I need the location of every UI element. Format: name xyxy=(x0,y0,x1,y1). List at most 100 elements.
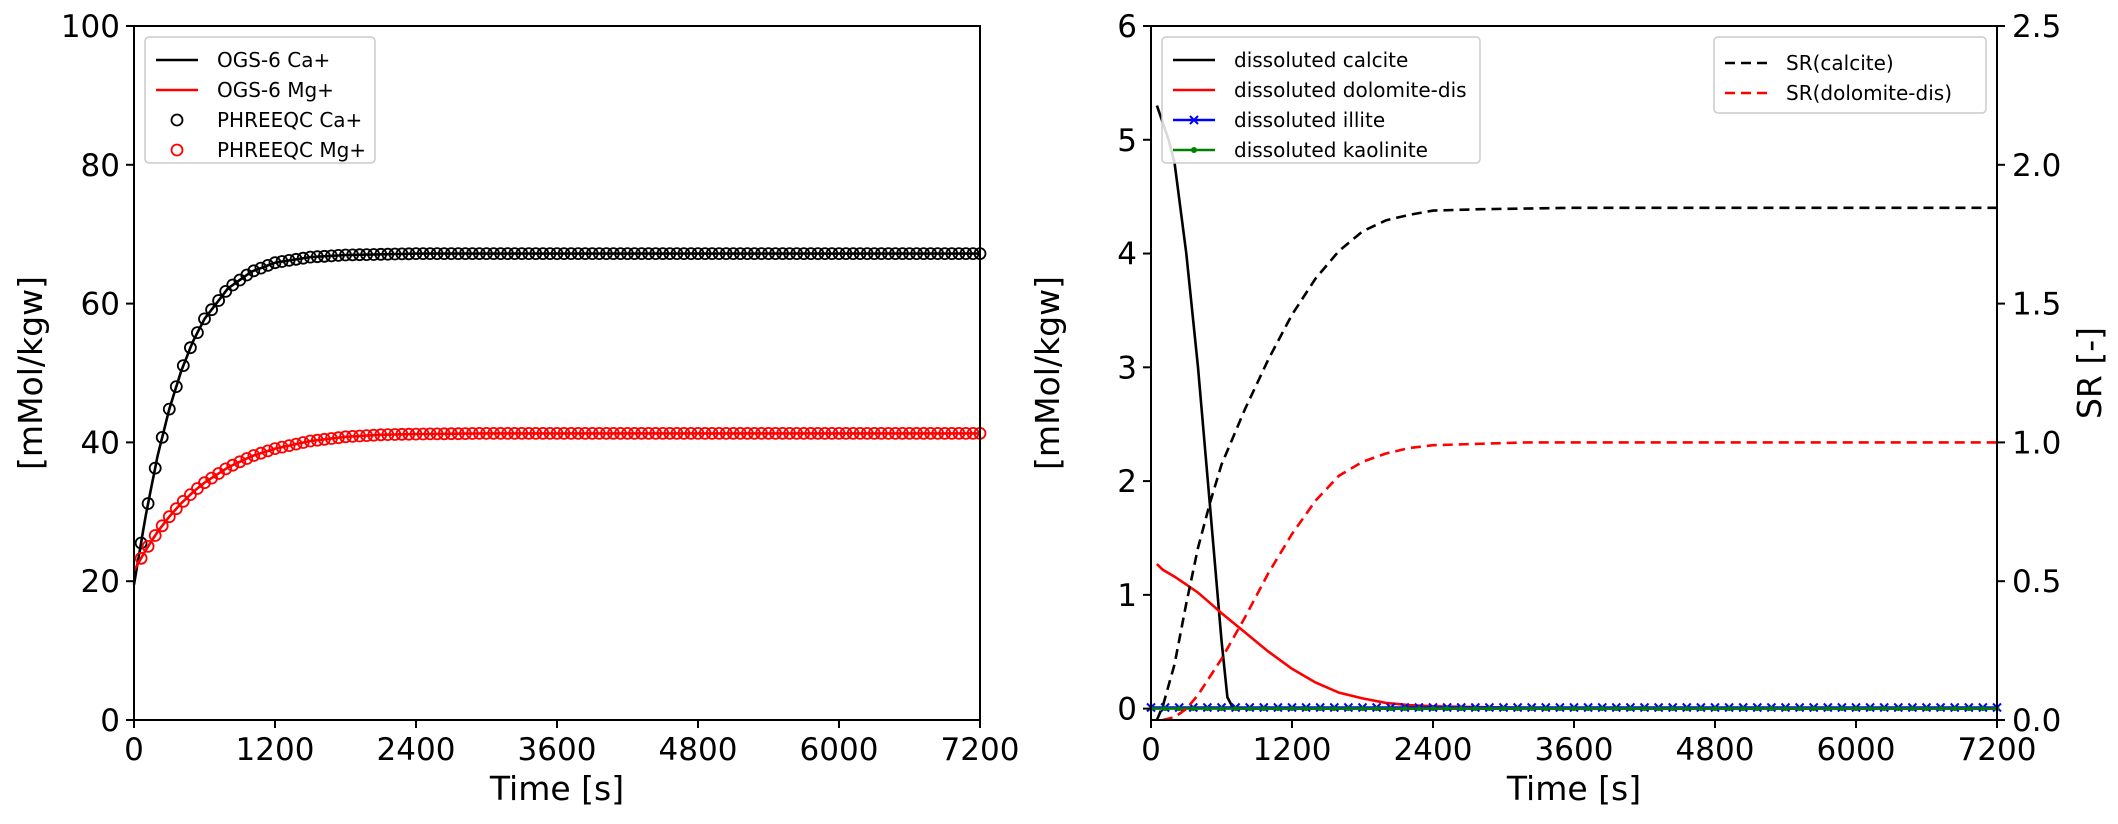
series-marker-3 xyxy=(324,432,338,445)
series-marker-3 xyxy=(557,426,571,440)
legend-label-2: dissoluted illite xyxy=(1234,108,1385,132)
series-marker-3 xyxy=(867,426,881,440)
series-marker-2 xyxy=(289,252,303,266)
x-tick-label: 0 xyxy=(1141,732,1161,768)
y-tick-label: 0 xyxy=(100,703,120,739)
series-marker-3 xyxy=(642,426,655,440)
series-marker-2 xyxy=(705,247,719,261)
series-marker-3 xyxy=(1374,706,1380,712)
series-marker-3 xyxy=(1275,706,1281,712)
x-tick-label: 1200 xyxy=(236,732,315,768)
series-marker-2 xyxy=(959,247,973,261)
series-marker-3 xyxy=(1980,706,1986,712)
series-marker-3 xyxy=(748,426,761,440)
y-tick-label: 4 xyxy=(1117,237,1137,273)
series-marker-3 xyxy=(578,426,592,440)
series-marker-3 xyxy=(769,426,782,440)
series-marker-3 xyxy=(1797,706,1803,712)
series-marker-3 xyxy=(1345,706,1351,712)
series-marker-3 xyxy=(903,426,916,440)
series-marker-2 xyxy=(797,247,811,261)
series-marker-2 xyxy=(677,247,691,261)
series-marker-2 xyxy=(846,247,860,261)
series-marker-2 xyxy=(480,247,493,261)
legend-label-1: dissoluted dolomite-dis xyxy=(1234,78,1467,102)
series-marker-3 xyxy=(1754,706,1760,712)
series-marker-2 xyxy=(444,247,458,261)
y-axis-label: [mMol/kgw] xyxy=(1028,276,1067,470)
series-marker-2 xyxy=(818,247,832,261)
series-marker-3 xyxy=(1783,706,1788,712)
series-marker-2 xyxy=(465,247,479,261)
series-marker-3 xyxy=(261,444,275,458)
series-marker-3 xyxy=(472,426,486,440)
series-marker-3 xyxy=(783,426,796,440)
x-tick-label: 3600 xyxy=(1535,732,1614,768)
series-marker-3 xyxy=(755,426,768,440)
series-marker-2 xyxy=(275,255,289,268)
legend-right-label-1: SR(dolomite-dis) xyxy=(1786,81,1952,105)
series-marker-2 xyxy=(938,247,952,261)
series-marker-3 xyxy=(691,426,705,440)
series-marker-3 xyxy=(1726,706,1732,712)
series-marker-2 xyxy=(769,247,782,261)
series-marker-2 xyxy=(360,248,374,262)
x-tick-label: 2400 xyxy=(377,732,456,768)
series-marker-3 xyxy=(1684,706,1690,712)
series-marker-3 xyxy=(374,428,388,442)
series-marker-2 xyxy=(614,247,627,261)
series-marker-3 xyxy=(480,426,493,440)
series-marker-3 xyxy=(860,426,874,440)
series-marker-3 xyxy=(1853,706,1859,712)
series-marker-2 xyxy=(741,247,754,261)
series-marker-3 xyxy=(339,430,352,444)
series-marker-3 xyxy=(437,427,451,441)
legend-label-2: PHREEQC Ca+ xyxy=(217,108,362,132)
x-tick-label: 4800 xyxy=(659,732,738,768)
series-marker-3 xyxy=(1909,706,1915,712)
series-marker-2 xyxy=(317,249,331,263)
series-marker-3 xyxy=(635,426,648,440)
series-marker-3 xyxy=(621,426,634,440)
series-line-0 xyxy=(132,252,980,585)
series-marker-3 xyxy=(966,426,980,440)
x-tick-label: 6000 xyxy=(1817,732,1896,768)
series-marker-2 xyxy=(247,264,261,278)
legend-box xyxy=(1713,36,1987,114)
series-marker-3 xyxy=(938,426,952,440)
series-marker-2 xyxy=(966,247,980,261)
x-tick-label: 6000 xyxy=(800,732,879,768)
series-marker-3 xyxy=(402,427,416,441)
legend-label-3: dissoluted kaolinite xyxy=(1234,138,1428,162)
series-marker-2 xyxy=(437,247,451,261)
series-marker-3 xyxy=(219,462,233,476)
series-marker-2 xyxy=(339,248,352,262)
series-marker-3 xyxy=(846,426,860,440)
series-marker-3 xyxy=(303,434,317,448)
series-marker-3 xyxy=(1162,706,1168,712)
series-marker-2 xyxy=(825,247,839,261)
series-marker-2 xyxy=(874,247,888,261)
series-marker-3 xyxy=(592,426,606,440)
series-marker-2 xyxy=(423,247,437,261)
series-marker-2 xyxy=(282,253,296,267)
series-marker-3 xyxy=(1768,706,1774,712)
x-tick-label: 1200 xyxy=(1253,732,1332,768)
series-marker-3 xyxy=(614,426,627,440)
series-marker-3 xyxy=(825,426,839,440)
series-marker-3 xyxy=(458,427,472,441)
series-marker-2 xyxy=(931,247,945,261)
series-marker-2 xyxy=(388,247,402,261)
series-marker-3 xyxy=(1825,706,1831,712)
series-marker-2 xyxy=(141,497,155,510)
series-marker-2 xyxy=(903,247,916,261)
series-marker-3 xyxy=(388,428,402,441)
series-marker-3 xyxy=(155,519,169,533)
series-marker-3 xyxy=(1501,706,1506,712)
series-marker-2 xyxy=(515,247,529,261)
series-marker-2 xyxy=(543,247,557,261)
y-tick-label: 5 xyxy=(1117,123,1137,159)
series-marker-3 xyxy=(832,426,846,440)
series-marker-3 xyxy=(656,426,670,440)
series-marker-3 xyxy=(444,427,458,441)
